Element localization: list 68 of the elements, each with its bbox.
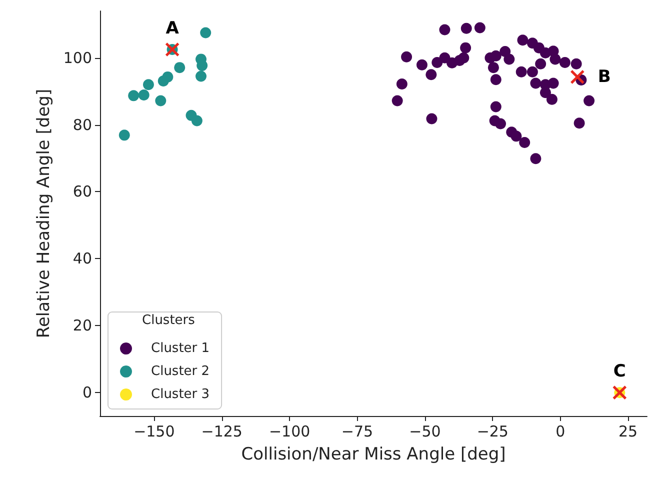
annotation: C [613, 362, 626, 382]
point [540, 87, 551, 98]
point [460, 22, 472, 34]
point [550, 54, 561, 65]
y-tick-label: 20 [72, 316, 92, 335]
point [535, 58, 546, 70]
legend-label: Cluster 2 [151, 364, 210, 379]
y-tick-label: 60 [72, 182, 92, 201]
point [460, 42, 472, 54]
point [504, 54, 515, 65]
annotation: A [166, 18, 180, 38]
legend-label: Cluster 3 [151, 387, 210, 402]
point [474, 22, 486, 34]
point [416, 59, 428, 70]
y-tick-label: 40 [72, 250, 92, 268]
point [574, 118, 585, 129]
y-axis-title: Relative Heading Angle [deg] [34, 88, 54, 338]
point [526, 66, 538, 78]
point [510, 130, 522, 142]
point [158, 75, 169, 86]
point [530, 78, 542, 89]
point [559, 57, 570, 68]
point [174, 62, 186, 74]
x-tick-label: −150 [134, 422, 175, 440]
point [516, 66, 527, 78]
point [426, 113, 438, 124]
y-tick-label: 0 [82, 384, 92, 402]
point [490, 74, 502, 86]
point [155, 95, 166, 106]
point [392, 95, 403, 106]
point [490, 101, 502, 112]
legend-label: Cluster 1 [151, 341, 210, 356]
point [142, 79, 154, 90]
x-tick-label: −125 [201, 422, 242, 440]
point [426, 69, 437, 80]
x-tick-label: 0 [556, 422, 566, 440]
point [401, 51, 412, 62]
point [495, 118, 506, 130]
point [138, 90, 150, 101]
point [490, 50, 502, 62]
point [196, 60, 208, 72]
point [128, 90, 140, 102]
annotation: B [598, 66, 611, 87]
point [519, 137, 530, 148]
point [530, 153, 542, 164]
point [196, 70, 207, 82]
x-tick-label: −50 [409, 422, 441, 440]
point [191, 115, 202, 126]
x-tick-label: −75 [341, 422, 374, 440]
x-tick-label: 25 [618, 422, 638, 440]
x-tick-label: −100 [268, 422, 310, 440]
point [584, 95, 595, 106]
point [439, 24, 450, 36]
point [118, 130, 130, 141]
y-tick-label: 80 [72, 116, 92, 134]
legend-title: Clusters [142, 313, 196, 328]
point [200, 27, 212, 38]
point [488, 62, 499, 74]
point [432, 57, 443, 68]
point [570, 58, 582, 70]
x-axis-title: Collision/Near Miss Angle [deg] [241, 444, 506, 464]
y-tick-label: 100 [63, 48, 92, 67]
point [546, 94, 558, 105]
point [396, 78, 408, 90]
x-tick-label: −25 [476, 422, 508, 440]
point [548, 78, 559, 89]
point [517, 34, 528, 46]
point [458, 52, 470, 64]
